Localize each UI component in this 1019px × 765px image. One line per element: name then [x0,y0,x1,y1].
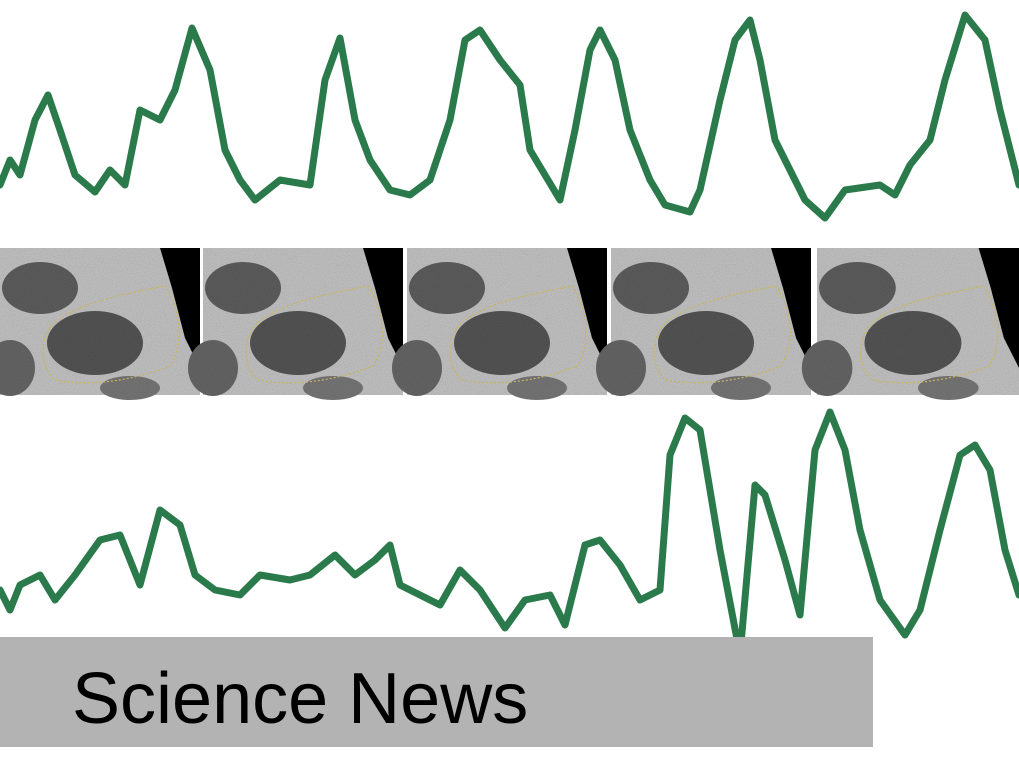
caption-box [0,637,873,747]
caption: Science News [72,659,528,739]
top-trace [0,11,1019,222]
bottom-trace [0,408,1019,659]
microscopy-strip [0,247,1019,401]
